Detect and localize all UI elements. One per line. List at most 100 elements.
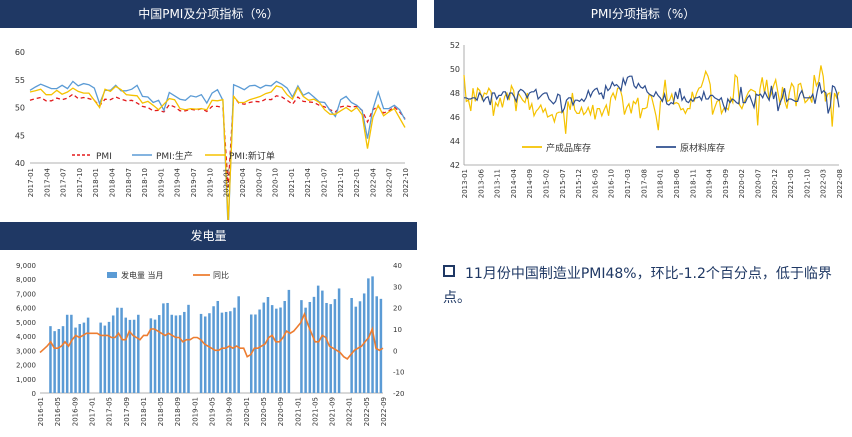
bar [124,317,128,393]
series-line-1 [29,80,406,220]
bar [162,303,165,393]
y-tick-label: 46 [450,113,460,122]
bar [254,314,257,393]
power-x-tick-label: 2018-09 [174,397,182,426]
square-bullet-icon [443,265,455,277]
bar [304,307,307,393]
bar [262,302,266,393]
bar [128,319,132,393]
bar [103,325,107,393]
bar [258,309,261,393]
power-x-tick-label: 2016-09 [71,397,79,426]
power-x-tick-label: 2018-05 [157,397,165,426]
bar [220,312,224,393]
bar [61,326,65,393]
summary-text: 11月份中国制造业PMI48%，环比-1.2个百分点，低于临界点。 [443,266,832,306]
inv-x-tick-label: 2017-08 [640,169,648,198]
pmi-x-tick-label: 2022-04 [369,167,377,197]
bar [157,315,161,393]
y-tick-label: 55 [15,76,25,85]
inv-x-tick-label: 2020-02 [738,169,746,198]
bar [174,315,178,393]
pmi-x-tick-label: 2017-10 [76,168,84,197]
pmi-x-tick-label: 2022-01 [353,168,361,197]
panel-title-power: 发电量 [0,222,417,250]
power-x-tick-label: 2019-05 [209,397,217,426]
bar [325,302,328,393]
bar [78,324,81,393]
inventory-chart: 42 44 46 48 50 52 2013-01 2013-06 2013-11 2014-04… [450,41,844,198]
bar [166,302,169,393]
pmi-chart: 40 45 50 55 60 2017-01 2017-04 2017-07 2017-10 20… [15,48,410,220]
bar [270,305,274,393]
bar [216,300,220,393]
series-line-0 [463,65,840,134]
bar [74,327,77,393]
bar [153,319,157,393]
bar [224,311,228,393]
power-x-tick-label: 2022-01 [346,397,354,426]
y-tick-label: 50 [450,65,460,74]
inv-x-tick-label: 2015-07 [559,169,567,198]
legend-label: PMI:新订单 [229,150,275,162]
inv-x-tick-label: 2018-06 [673,168,681,198]
inv-x-tick-label: 2018-01 [657,169,665,198]
inv-x-tick-label: 2017-03 [624,169,632,198]
pmi-x-tick-label: 2021-01 [288,168,296,197]
y-tick-label: 4,000 [16,333,36,341]
bar [279,307,282,393]
bar [199,313,203,393]
inv-x-tick-label: 2015-12 [575,169,583,198]
y-tick-label: 0 [32,390,36,398]
y2-tick-label: 10 [393,326,402,334]
bar [283,300,286,393]
legend-label: 产成品库存 [546,142,591,154]
pmi-x-tick-label: 2017-04 [43,167,51,197]
pmi-x-tick-label: 2022-07 [386,168,394,197]
bar [86,317,90,393]
bar [333,299,337,393]
pmi-x-tick-label: 2022-10 [402,168,410,197]
bar [57,329,61,393]
power-x-tick-label: 2021-01 [294,397,302,426]
bar [371,276,374,393]
series-line-1 [464,75,840,114]
bar [132,319,136,393]
y-tick-label: 1,000 [16,376,36,384]
bar [53,331,56,393]
inv-x-tick-label: 2020-12 [771,169,779,198]
pmi-x-tick-label: 2021-04 [304,167,312,197]
inv-x-tick-label: 2016-10 [608,169,616,198]
series-line-2 [29,85,406,220]
pmi-x-tick-label: 2019-01 [157,168,165,197]
y2-tick-label: 30 [393,283,402,291]
pmi-x-tick-label: 2018-01 [92,168,100,197]
y-tick-label: 60 [15,48,25,57]
yoy-line [39,311,384,360]
summary-bullet: 11月份中国制造业PMI48%，环比-1.2个百分点，低于临界点。 [443,262,843,310]
pmi-x-tick-label: 2018-04 [109,167,117,197]
inv-x-tick-label: 2021-05 [787,169,795,198]
y-tick-label: 8,000 [16,276,36,284]
y-tick-label: 5,000 [16,319,36,327]
bar [237,296,240,393]
y-tick-label: 45 [15,131,25,140]
power-x-tick-label: 2017-09 [123,397,131,426]
bar [300,300,303,393]
y2-tick-label: 40 [393,262,402,270]
series-line-0 [29,93,406,187]
pmi-x-tick-label: 2017-01 [27,168,35,197]
bar [367,278,370,393]
y-tick-label: 42 [450,161,460,170]
power-x-tick-label: 2016-05 [54,397,62,426]
y-tick-label: 7,000 [16,290,36,298]
bar [183,311,186,393]
bar [149,318,153,393]
power-x-tick-label: 2020-05 [260,397,268,426]
bar [120,307,123,393]
power-x-tick-label: 2021-09 [329,397,337,426]
y-tick-label: 2,000 [16,362,36,370]
bar [229,311,232,393]
pmi-x-tick-label: 2019-10 [206,168,214,197]
bar [287,289,291,393]
